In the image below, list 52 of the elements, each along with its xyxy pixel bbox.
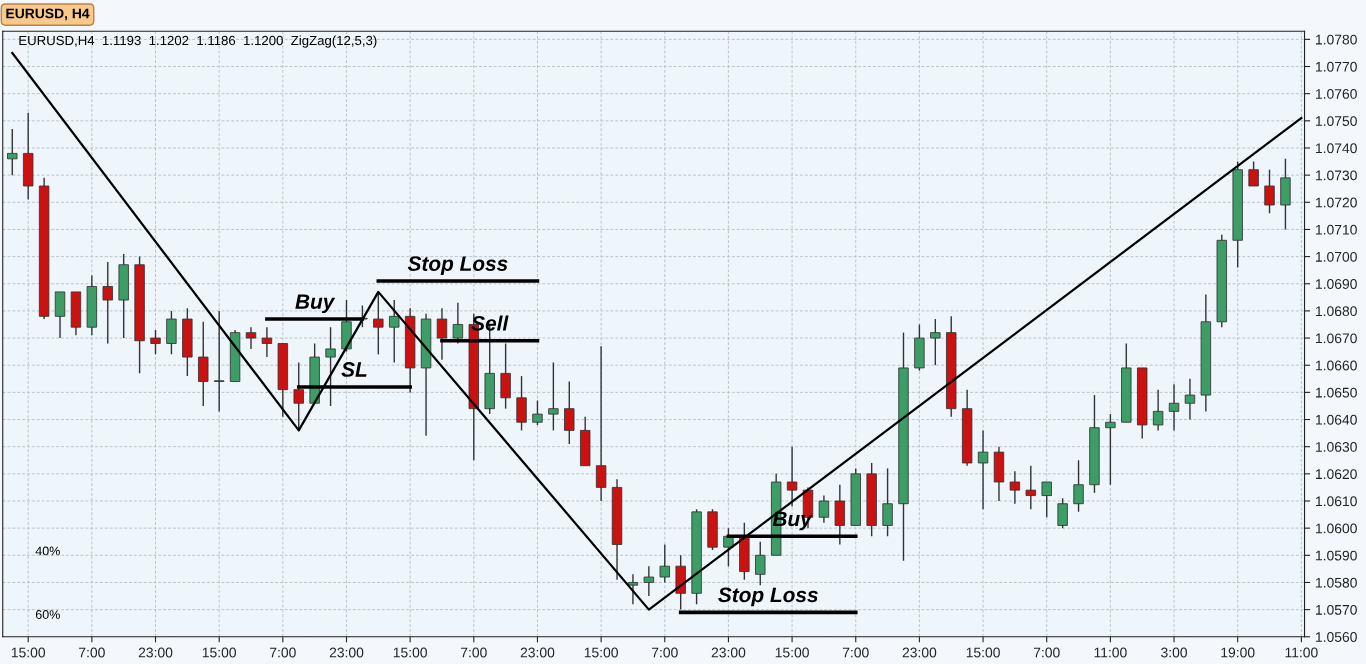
x-tick-label: 7:00 [461, 647, 487, 658]
y-tick-label: 1.0760 [1316, 89, 1357, 99]
x-tick-label: 15:00 [11, 647, 46, 658]
x-tick-label: 15:00 [966, 647, 1000, 658]
x-tick-label: 19:00 [1221, 647, 1255, 658]
y-tick-label: 1.0610 [1316, 496, 1357, 507]
x-tick-label: 7:00 [842, 647, 869, 658]
x-tick-label: 15:00 [775, 647, 809, 658]
x-tick-label: 7:00 [1033, 647, 1060, 658]
series-label: Stop Loss [407, 256, 508, 276]
series-label: Stop Loss [718, 587, 818, 607]
y-tick-label: 1.0680 [1316, 306, 1357, 317]
y-tick-label: 1.0570 [1316, 604, 1357, 615]
y-tick-label: 1.0630 [1316, 442, 1357, 452]
y-tick-label: 1.0640 [1316, 414, 1357, 425]
x-tick-label: 15:00 [202, 647, 236, 658]
y-tick-label: 1.0590 [1316, 550, 1357, 561]
chart-subtitle: EURUSD,H4 1.1193 1.1202 1.1186 1.1200 ZigZag(12,5,3) [19, 35, 377, 48]
y-tick-label: 1.0600 [1316, 523, 1357, 534]
x-tick-label: 23:00 [711, 647, 746, 658]
x-tick-label: 7:00 [651, 647, 678, 658]
annotation: 40% [35, 546, 60, 556]
chart-title: EURUSD, H4 [6, 8, 90, 21]
x-tick-label: 7:00 [79, 647, 105, 658]
y-tick-label: 1.0620 [1316, 469, 1357, 480]
x-tick-label: 7:00 [270, 647, 296, 658]
y-tick-label: 1.0660 [1316, 360, 1357, 371]
x-tick-label: 23:00 [329, 647, 364, 658]
y-tick-label: 1.0700 [1316, 251, 1357, 262]
y-tick-label: 1.0710 [1316, 224, 1357, 235]
x-tick-label: 23:00 [138, 647, 173, 658]
y-tick-label: 1.0650 [1316, 387, 1357, 398]
series-label: SL [341, 362, 367, 377]
x-tick-label: 15:00 [393, 647, 427, 658]
x-tick-label: 11:00 [1285, 647, 1318, 658]
x-tick-label: 11:00 [1094, 647, 1127, 658]
y-tick-label: 1.0670 [1316, 333, 1357, 344]
y-tick-label: 1.0690 [1316, 279, 1357, 289]
y-tick-label: 1.0560 [1316, 632, 1357, 642]
y-tick-label: 1.0580 [1316, 577, 1357, 588]
y-tick-label: 1.0720 [1316, 197, 1357, 208]
y-tick-label: 1.0770 [1316, 61, 1357, 72]
x-tick-label: 3:00 [1161, 647, 1188, 658]
x-tick-label: 23:00 [902, 647, 937, 658]
y-tick-label: 1.0730 [1316, 170, 1357, 181]
y-tick-label: 1.0780 [1316, 34, 1357, 45]
annotation: 60% [35, 610, 60, 619]
y-tick-label: 1.0750 [1316, 116, 1357, 126]
x-tick-label: 23:00 [520, 647, 555, 658]
y-tick-label: 1.0740 [1316, 143, 1357, 154]
x-tick-label: 15:00 [584, 647, 618, 658]
series-label: Buy [295, 294, 336, 314]
